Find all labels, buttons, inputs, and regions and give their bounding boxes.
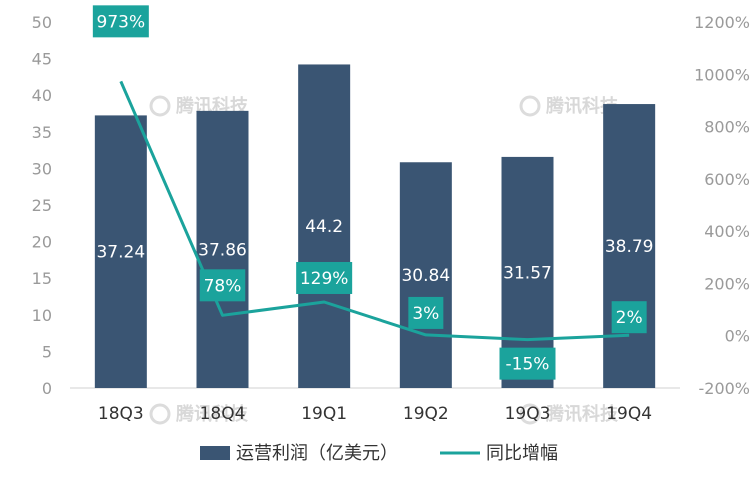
watermark-text: 腾讯科技	[546, 403, 619, 425]
x-axis-category-label: 19Q4	[606, 404, 652, 424]
legend-bar-label: 运营利润（亿美元）	[236, 443, 398, 464]
left-axis-tick-label: 35	[32, 123, 52, 142]
x-axis-category-label: 19Q2	[403, 404, 449, 424]
legend: 运营利润（亿美元） 同比增幅	[200, 443, 558, 464]
right-axis-tick-label: -200%	[698, 379, 750, 398]
pct-label-box	[92, 5, 149, 38]
x-axis-category-label: 19Q3	[505, 404, 551, 424]
right-axis-tick-label: 800%	[704, 118, 750, 137]
legend-bar-swatch	[200, 446, 230, 460]
pct-value-label: 129%	[300, 269, 349, 289]
bar-value-label: 37.86	[198, 240, 247, 260]
pct-value-label: 973%	[97, 12, 146, 32]
bar-operating-profit	[603, 104, 656, 389]
left-axis-tick-label: 30	[32, 159, 52, 178]
watermark-logo-icon	[149, 403, 171, 425]
left-axis-tick-label: 0	[42, 379, 52, 398]
left-axis-tick-label: 40	[32, 86, 52, 105]
left-axis-tick-label: 5	[42, 342, 52, 361]
pct-label-box	[611, 301, 647, 334]
bar-value-label: 31.57	[503, 263, 552, 283]
pct-label-box	[296, 261, 353, 294]
right-axis-tick-label: 1200%	[694, 13, 750, 32]
pct-label-box	[199, 269, 246, 302]
left-axis-tick-label: 25	[32, 196, 52, 215]
bar-value-label: 30.84	[401, 266, 450, 286]
right-axis-tick-label: 1000%	[694, 65, 750, 84]
watermark-text: 腾讯科技	[546, 95, 619, 117]
bar-value-label: 44.2	[305, 217, 343, 237]
watermark-logo-icon	[519, 95, 541, 117]
pct-value-label: 78%	[204, 276, 242, 296]
watermark-logo-icon	[519, 403, 541, 425]
right-axis-tick-label: 600%	[704, 170, 750, 189]
x-axis-category-label: 18Q3	[98, 404, 144, 424]
left-axis-tick-label: 45	[32, 50, 52, 69]
right-axis-tick-label: 0%	[725, 327, 750, 346]
bar-operating-profit	[298, 64, 351, 389]
right-axis-tick-label: 200%	[704, 274, 750, 293]
watermark-text: 腾讯科技	[176, 403, 249, 425]
bar-operating-profit	[196, 110, 249, 388]
bar-value-label: 38.79	[605, 237, 654, 257]
right-axis-tick-label: 400%	[704, 222, 750, 241]
legend-line-label: 同比增幅	[486, 443, 558, 464]
bar-operating-profit	[399, 162, 452, 388]
left-axis-tick-label: 10	[32, 306, 52, 325]
pct-value-label: 2%	[616, 308, 643, 328]
left-axis-tick-label: 15	[32, 269, 52, 288]
watermark-logo-icon	[149, 95, 171, 117]
bar-operating-profit	[94, 115, 147, 388]
left-axis-tick-label: 20	[32, 233, 52, 252]
x-axis-category-label: 19Q1	[301, 404, 347, 424]
pct-label-box	[499, 347, 556, 380]
x-axis-category-label: 18Q4	[200, 404, 246, 424]
pct-value-label: 3%	[412, 304, 439, 324]
bar-value-label: 37.24	[96, 243, 145, 263]
left-axis-tick-label: 50	[32, 13, 52, 32]
pct-label-box	[408, 296, 444, 329]
pct-value-label: -15%	[506, 355, 550, 375]
